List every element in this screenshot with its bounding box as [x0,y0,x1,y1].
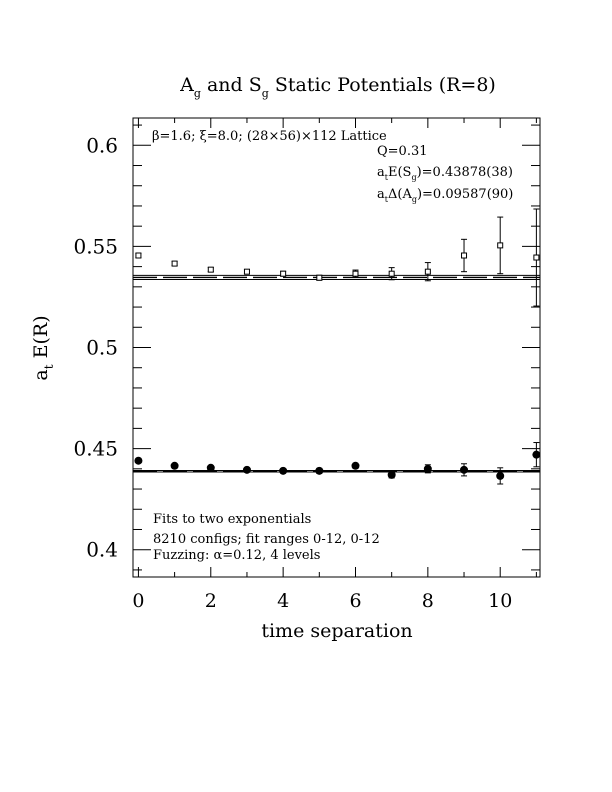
x-axis-label: time separation [261,620,412,642]
data-point-circle [496,471,505,480]
gap-annotation: atΔ(Ag)=0.09587(90) [377,187,513,204]
data-points [134,208,541,485]
y-tick-labels: 0.4 0.45 0.5 0.55 0.6 [73,133,118,561]
x-tick-label: 4 [277,590,289,612]
y-tick-label: 0.4 [86,538,118,562]
data-point-circle [315,466,324,475]
y-tick-label: 0.45 [73,437,118,461]
data-point-circle [279,466,288,475]
data-point-circle [532,450,541,459]
chart-title: Ag and Sg Static Potentials (R=8) [179,74,496,100]
data-point-circle [170,461,179,470]
data-point-square [497,242,504,249]
q-annotation: Q=0.31 [377,144,428,159]
data-point-circle [206,463,215,472]
data-point-square [171,260,178,267]
data-point-square [135,252,142,259]
x-tick-labels: 0 2 4 6 8 10 [132,590,512,612]
energy-annotation: atE(Sg)=0.43878(38) [377,165,513,182]
data-point-circle [423,464,432,473]
data-point-circle [460,465,469,474]
data-point-circle [387,470,396,479]
y-tick-label: 0.6 [86,133,118,157]
fit-lines [133,274,540,473]
x-tick-label: 10 [488,590,512,612]
x-tick-label: 8 [422,590,434,612]
lattice-annotation: β=1.6; ξ=8.0; (28×56)×112 Lattice [152,129,387,144]
data-point-square [424,268,431,275]
y-tick-label: 0.5 [86,336,118,360]
x-tick-label: 2 [205,590,217,612]
data-point-square [388,270,395,277]
data-point-square [316,274,323,281]
data-point-circle [242,465,251,474]
data-point-square [207,266,214,273]
data-point-circle [351,461,360,470]
y-tick-label: 0.55 [73,234,118,258]
fit-note-line1: Fits to two exponentials [153,512,311,527]
fit-note-line2: 8210 configs; fit ranges 0-12, 0-12 [153,532,380,547]
x-tick-label: 0 [132,590,144,612]
fit-note-line3: Fuzzing: α=0.12, 4 levels [153,548,320,563]
data-point-square [243,268,250,275]
x-tick-label: 6 [349,590,361,612]
data-point-square [461,252,468,259]
data-point-square [352,270,359,277]
data-point-square [533,254,540,261]
data-point-square [280,270,287,277]
data-point-circle [134,456,143,465]
axis-ticks [133,118,540,577]
y-axis-label: at E(R) [30,315,56,380]
